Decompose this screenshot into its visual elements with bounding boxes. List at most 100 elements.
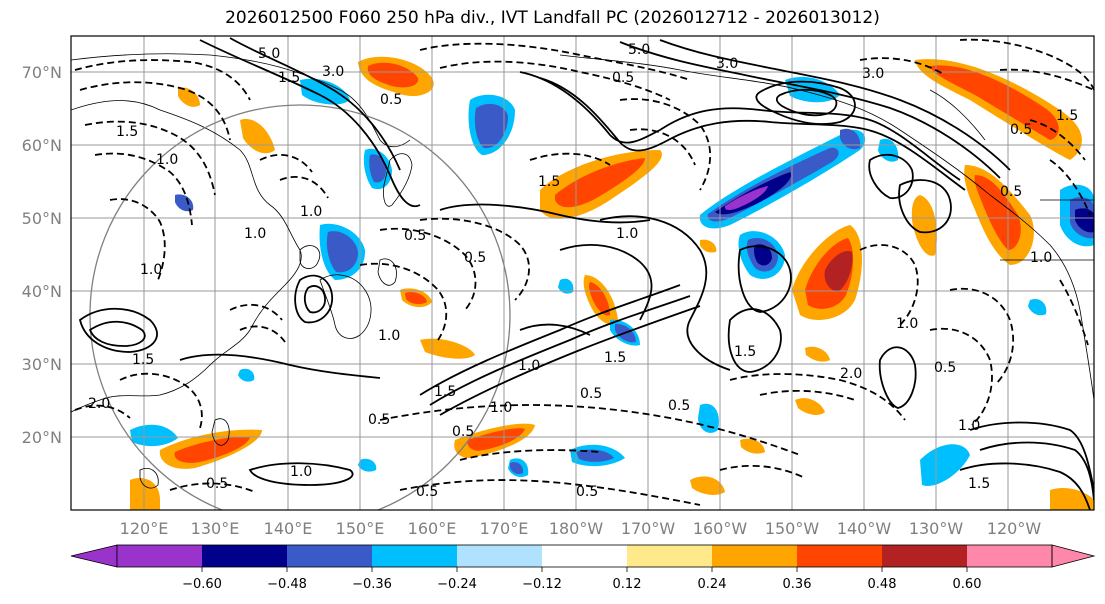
div-patch-pos	[740, 438, 765, 454]
div-patch-neg	[840, 128, 861, 150]
colorbar-tick-label: −0.24	[437, 577, 477, 592]
colorbar-segment	[457, 545, 542, 567]
lon-labels: 120°E 130°E 140°E 150°E 160°E 170°E 180°…	[120, 519, 1042, 538]
colorbar-extend-min	[70, 544, 118, 568]
contours-solid	[78, 37, 1094, 510]
contour-label: 1.0	[896, 316, 918, 332]
colorbar-tick-label: −0.36	[352, 577, 392, 592]
lat-label: 50°N	[22, 209, 62, 228]
div-patch-pos	[130, 478, 160, 510]
contour-label: 1.5	[434, 384, 456, 400]
lon-label: 170°W	[621, 519, 676, 538]
div-patch-pos	[588, 282, 610, 316]
lon-label: 120°E	[120, 519, 169, 538]
div-patch-neg	[510, 462, 524, 475]
contour-labels: 5.0 3.0 1.5 0.5 3.0 5.0 3.0 1.5 1.0 0.5 …	[88, 42, 1078, 500]
map-title: 2026012500 F060 250 hPa div., IVT Landfa…	[225, 8, 880, 28]
contour-label: 2.0	[840, 366, 862, 382]
div-patch-pos	[824, 250, 853, 292]
div-patch-neg	[474, 103, 508, 149]
lat-labels: 70°N 60°N 50°N 40°N 30°N 20°N	[22, 63, 62, 447]
lon-label: 170°E	[480, 519, 529, 538]
contour-label: 0.5	[416, 484, 438, 500]
colorbar-segment	[712, 545, 797, 567]
div-patch-pos	[974, 175, 1021, 250]
divergence-shading	[130, 56, 1094, 510]
contour-label: 0.5	[576, 484, 598, 500]
div-patch-neg	[358, 458, 377, 472]
div-patch-neg	[724, 186, 768, 211]
contour-label: 0.5	[612, 70, 634, 86]
lon-label: 150°W	[765, 519, 820, 538]
div-patch-pos	[690, 476, 725, 495]
div-patch-neg	[576, 449, 614, 462]
colorbar-tick-label: −0.60	[182, 577, 222, 592]
contour-label: 0.5	[668, 398, 690, 414]
contour-label: 0.5	[380, 92, 402, 108]
contour-label: 0.5	[1000, 184, 1022, 200]
div-patch-pos	[911, 195, 937, 256]
contour-label: 2.0	[88, 396, 110, 412]
colorbar-segment	[372, 545, 457, 567]
lat-label: 60°N	[22, 136, 62, 155]
contours-dashed	[74, 38, 1094, 506]
contour-label: 0.5	[368, 412, 390, 428]
div-patch-pos	[174, 436, 250, 463]
contour-label: 0.5	[464, 250, 486, 266]
contour-label: 1.5	[132, 352, 154, 368]
div-patch-pos	[420, 338, 475, 359]
lat-label: 20°N	[22, 428, 62, 447]
colorbar-tick-label: 0.24	[698, 577, 727, 592]
colorbar-segment	[627, 545, 712, 567]
colorbar-tick-label: 0.60	[953, 577, 982, 592]
contour-label: 0.5	[1010, 122, 1032, 138]
contour-label: 1.0	[300, 204, 322, 220]
contour-label: 1.0	[958, 418, 980, 434]
lon-label: 160°E	[408, 519, 457, 538]
colorbar: −0.60 −0.48 −0.36 −0.24 −0.12 0.12 0.24 …	[70, 544, 1096, 592]
div-patch-pos	[805, 346, 830, 362]
contour-label: 1.5	[734, 344, 756, 360]
colorbar-segment	[287, 545, 372, 567]
colorbar-tick-label: −0.12	[522, 577, 562, 592]
contour-label: 0.5	[580, 386, 602, 402]
lon-label: 130°E	[191, 519, 240, 538]
colorbar-tick-label: −0.48	[267, 577, 307, 592]
coastlines	[71, 53, 1094, 489]
div-patch-neg	[1028, 298, 1047, 316]
contour-label: 0.5	[404, 228, 426, 244]
lon-label: 140°W	[837, 519, 892, 538]
contour-label: 1.5	[1056, 108, 1078, 124]
contour-label: 1.5	[538, 174, 560, 190]
lon-label: 140°E	[264, 519, 313, 538]
contour-label: 1.0	[156, 152, 178, 168]
contour-label: 5.0	[628, 42, 650, 58]
lat-label: 30°N	[22, 355, 62, 374]
div-patch-neg	[369, 154, 386, 183]
lon-label: 150°E	[336, 519, 385, 538]
div-patch-pos	[405, 292, 427, 305]
div-patch-pos	[795, 398, 825, 415]
range-ring	[89, 104, 511, 510]
div-patch-pos	[178, 87, 200, 107]
colorbar-extend-max	[1051, 544, 1096, 568]
colorbar-tick-label: 0.36	[783, 577, 812, 592]
colorbar-segment	[117, 545, 202, 567]
colorbar-segment	[202, 545, 287, 567]
div-patch-pos	[930, 65, 1059, 140]
colorbar-tick-label: 0.12	[613, 577, 642, 592]
contour-label: 1.0	[490, 400, 512, 416]
colorbar-segment	[797, 545, 882, 567]
lon-label: 160°W	[693, 519, 748, 538]
contour-label: 0.5	[934, 360, 956, 376]
div-patch-pos	[700, 239, 717, 253]
contour-label: 1.0	[378, 328, 400, 344]
contour-label: 1.0	[616, 226, 638, 242]
contour-label: 3.0	[862, 66, 884, 82]
contour-label: 0.5	[452, 424, 474, 440]
div-patch-neg	[175, 194, 194, 212]
lon-label: 130°W	[909, 519, 964, 538]
colorbar-segment	[967, 545, 1052, 567]
contour-label: 1.5	[278, 70, 300, 86]
